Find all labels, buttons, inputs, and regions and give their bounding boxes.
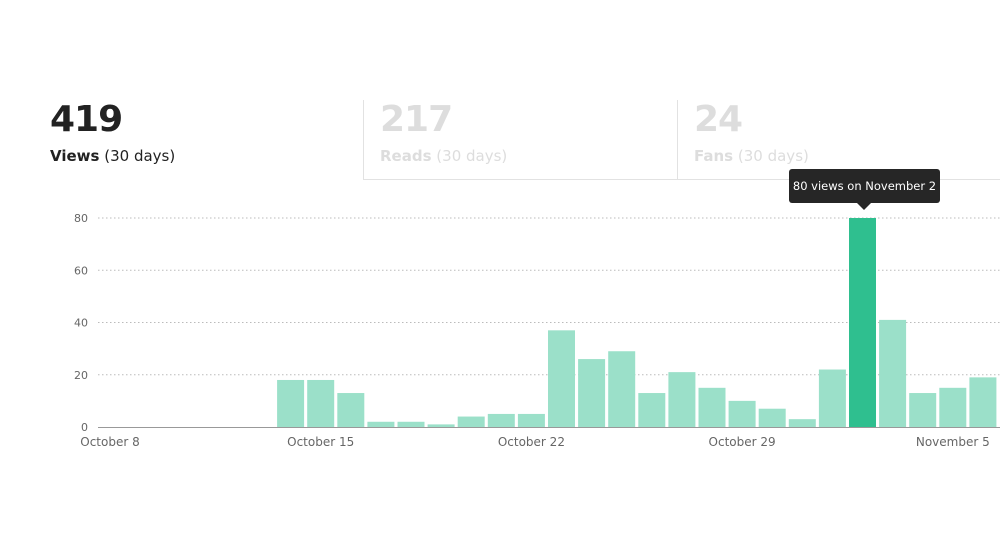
y-tick-label: 60 — [74, 264, 88, 277]
fans-period: (30 days) — [737, 147, 809, 165]
bar[interactable] — [397, 421, 425, 427]
bar[interactable] — [517, 413, 545, 427]
views-period: (30 days) — [104, 147, 176, 165]
bar[interactable] — [457, 416, 485, 427]
bar[interactable] — [487, 413, 515, 427]
reads-label: Reads — [380, 147, 432, 165]
fans-count: 24 — [694, 99, 743, 140]
bar[interactable] — [758, 408, 786, 427]
bar[interactable] — [337, 393, 365, 427]
bar[interactable] — [788, 419, 816, 427]
x-tick-label: October 8 — [80, 435, 139, 449]
bar[interactable] — [638, 393, 666, 427]
bar[interactable] — [578, 359, 606, 427]
bar[interactable] — [818, 369, 846, 427]
tab-reads[interactable]: 217 Reads (30 days) — [363, 100, 677, 180]
bar[interactable] — [277, 379, 305, 427]
y-tick-label: 0 — [81, 421, 88, 434]
views-label: Views — [50, 147, 100, 165]
bar[interactable] — [969, 377, 997, 427]
bar[interactable] — [367, 421, 395, 427]
bar-tooltip: 80 views on November 2 — [789, 169, 940, 210]
y-tick-label: 20 — [74, 369, 88, 382]
reads-count: 217 — [380, 99, 453, 140]
bar[interactable] — [427, 424, 455, 427]
x-tick-label: October 29 — [709, 435, 776, 449]
bar[interactable] — [909, 393, 937, 427]
bar[interactable] — [698, 387, 726, 427]
x-tick-label: October 22 — [498, 435, 565, 449]
x-tick-label: October 15 — [287, 435, 354, 449]
bar[interactable] — [548, 330, 575, 427]
bar[interactable] — [668, 372, 696, 427]
bar[interactable] — [849, 218, 876, 427]
fans-label: Fans — [694, 147, 734, 165]
x-tick-label: November 5 — [916, 435, 990, 449]
bar[interactable] — [307, 379, 335, 427]
bar[interactable] — [939, 387, 967, 427]
views-count: 419 — [50, 99, 123, 140]
reads-period: (30 days) — [436, 147, 508, 165]
y-tick-label: 40 — [74, 317, 88, 330]
tab-views[interactable]: 419 Views (30 days) — [50, 100, 363, 180]
bar[interactable] — [728, 400, 756, 427]
bar[interactable] — [608, 351, 636, 427]
bar[interactable] — [879, 319, 907, 427]
y-tick-label: 80 — [74, 212, 88, 225]
